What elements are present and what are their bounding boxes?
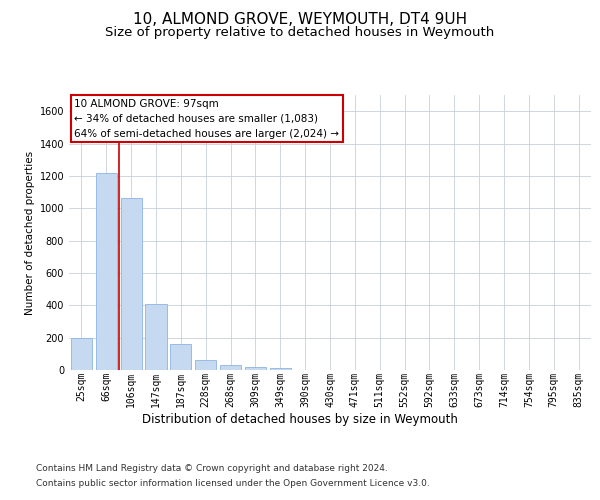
Text: Contains HM Land Registry data © Crown copyright and database right 2024.: Contains HM Land Registry data © Crown c… [36,464,388,473]
Bar [145,304,167,370]
Bar [220,366,241,370]
Bar [270,368,291,370]
Bar [245,367,266,370]
Bar [71,338,92,370]
Bar [170,344,191,370]
Text: Contains public sector information licensed under the Open Government Licence v3: Contains public sector information licen… [36,479,430,488]
Y-axis label: Number of detached properties: Number of detached properties [25,150,35,314]
Text: Distribution of detached houses by size in Weymouth: Distribution of detached houses by size … [142,412,458,426]
Bar [195,360,216,370]
Text: 10 ALMOND GROVE: 97sqm
← 34% of detached houses are smaller (1,083)
64% of semi-: 10 ALMOND GROVE: 97sqm ← 34% of detached… [74,99,339,138]
Bar [121,198,142,370]
Bar [96,172,117,370]
Text: Size of property relative to detached houses in Weymouth: Size of property relative to detached ho… [106,26,494,39]
Text: 10, ALMOND GROVE, WEYMOUTH, DT4 9UH: 10, ALMOND GROVE, WEYMOUTH, DT4 9UH [133,12,467,28]
